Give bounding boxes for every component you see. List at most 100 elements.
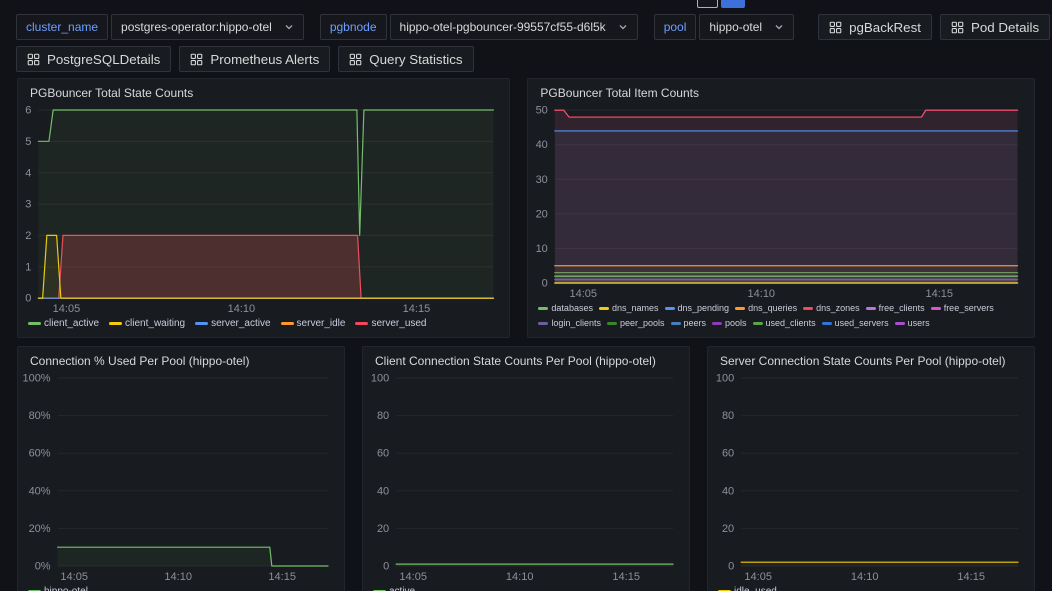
x-axis-tick-label: 14:15	[612, 571, 640, 583]
series-fill-pools	[555, 279, 1018, 284]
legend-item-server_idle[interactable]: server_idle	[280, 317, 345, 330]
y-axis-tick-label: 80%	[29, 410, 51, 422]
x-axis-tick-label: 14:10	[164, 571, 192, 583]
legend-item-dns_queries[interactable]: dns_queries	[735, 302, 797, 315]
y-axis-tick-label: 40	[377, 485, 389, 497]
legend-label: idle_used	[734, 585, 777, 591]
cropped-toolbar-button-blue[interactable]	[721, 0, 745, 8]
series-line-client_waiting	[37, 234, 494, 299]
legend-item-databases[interactable]: databases	[538, 302, 593, 315]
legend-label: dns_pending	[677, 303, 730, 314]
dashboard-link-query-statistics[interactable]: Query Statistics	[338, 46, 474, 72]
legend-color-dash	[735, 307, 746, 311]
legend-item-server_active[interactable]: server_active	[195, 317, 271, 330]
y-axis-tick-label: 100	[716, 373, 734, 385]
panel-title[interactable]: Server Connection State Counts Per Pool …	[720, 354, 1006, 368]
legend-item-dns_names[interactable]: dns_names	[598, 302, 659, 315]
panel-title[interactable]: PGBouncer Total State Counts	[30, 86, 194, 100]
y-axis-tick-label: 40	[722, 485, 734, 497]
legend-item-client_waiting[interactable]: client_waiting	[109, 317, 185, 330]
legend-item-client_active[interactable]: client_active	[28, 317, 99, 330]
legend-item-users[interactable]: users	[894, 317, 930, 330]
legend-color-dash	[195, 322, 209, 326]
legend-color-dash	[894, 322, 905, 326]
variables-row: cluster_name postgres-operator:hippo-ote…	[16, 14, 1051, 40]
dashboard-link-pgbackrest[interactable]: pgBackRest	[818, 14, 932, 40]
y-axis-tick-label: 4	[25, 167, 31, 179]
timeseries-chart-state-counts[interactable]: 0 1 2 3 4 5 6 14:05 14:10 14:15	[22, 102, 505, 316]
panel-title[interactable]: Connection % Used Per Pool (hippo-otel)	[30, 354, 250, 368]
chart-area: 0 10 20 30 40 50 14:05 14:10 14:15	[528, 100, 1034, 301]
legend-item-active[interactable]: active	[373, 585, 415, 591]
x-axis-tick-label: 14:05	[60, 571, 88, 583]
variable-label: pgbnode	[319, 14, 387, 40]
legend-color-dash	[664, 307, 675, 311]
series-fill-users	[555, 279, 1018, 284]
y-axis-tick-label: 0	[25, 293, 31, 305]
y-axis-tick-label: 5	[25, 136, 31, 148]
apps-grid-icon	[951, 21, 964, 33]
x-axis-tick-label: 14:15	[268, 571, 296, 583]
legend-item-used_servers[interactable]: used_servers	[821, 317, 889, 330]
y-axis-tick-label: 20	[722, 523, 734, 535]
dashboard-link-prometheus-alerts[interactable]: Prometheus Alerts	[179, 46, 331, 72]
legend-color-dash	[606, 322, 617, 326]
legend-label: dns_zones	[816, 303, 860, 314]
legend-item-hippo-otel[interactable]: hippo-otel	[28, 585, 88, 591]
legend-item-free_clients[interactable]: free_clients	[865, 302, 925, 315]
legend-color-dash	[598, 307, 609, 311]
variable-value-dropdown[interactable]: postgres-operator:hippo-otel	[111, 14, 304, 40]
timeseries-chart-item-counts[interactable]: 0 10 20 30 40 50 14:05 14:10 14:15	[532, 102, 1030, 301]
link-label: pgBackRest	[849, 19, 921, 35]
y-axis-tick-label: 20	[377, 523, 389, 535]
series-fill-dns_queries	[555, 265, 1018, 284]
variable-value-text: postgres-operator:hippo-otel	[121, 20, 272, 34]
cropped-toolbar-button[interactable]	[697, 0, 718, 8]
legend-item-idle_used[interactable]: idle_used	[718, 585, 777, 591]
links-row: PostgreSQLDetails Prometheus Alerts Quer…	[16, 46, 1036, 72]
x-axis-tick-label: 14:10	[228, 303, 256, 315]
variable-pgbnode: pgbnode hippo-otel-pgbouncer-99557cf55-d…	[319, 14, 638, 40]
variable-cluster-name: cluster_name postgres-operator:hippo-ote…	[16, 14, 304, 40]
legend-label: used_clients	[765, 318, 816, 329]
legend-item-pools[interactable]: pools	[712, 317, 747, 330]
legend-item-login_clients[interactable]: login_clients	[538, 317, 601, 330]
y-axis-tick-label: 40%	[29, 485, 51, 497]
legend-color-dash	[821, 322, 832, 326]
legend-color-dash	[670, 322, 681, 326]
dashboard-link-postgresqldetails[interactable]: PostgreSQLDetails	[16, 46, 172, 72]
legend-color-dash	[712, 322, 723, 326]
x-axis-tick-label: 14:10	[506, 571, 534, 583]
panel-title[interactable]: Client Connection State Counts Per Pool …	[375, 354, 656, 368]
chart-legend: databases dns_names dns_pending dns_queries…	[528, 301, 1034, 337]
series-line-dns_zones	[554, 109, 1019, 118]
legend-item-dns_pending[interactable]: dns_pending	[664, 302, 730, 315]
legend-item-server_used[interactable]: server_used	[355, 317, 427, 330]
legend-color-dash	[865, 307, 876, 311]
variable-value-dropdown[interactable]: hippo-otel	[699, 14, 795, 40]
legend-item-free_servers[interactable]: free_servers	[930, 302, 994, 315]
legend-item-peers[interactable]: peers	[670, 317, 707, 330]
legend-color-dash	[280, 322, 294, 326]
legend-label: peers	[683, 318, 707, 329]
chart-legend: client_active client_waiting server_active…	[18, 316, 509, 337]
panel-connection-pct-used-per-pool: Connection % Used Per Pool (hippo-otel) …	[17, 346, 345, 591]
variable-value-dropdown[interactable]: hippo-otel-pgbouncer-99557cf55-d6l5k	[389, 14, 638, 40]
legend-item-peer_pools[interactable]: peer_pools	[606, 317, 665, 330]
chevron-down-icon	[619, 25, 627, 30]
timeseries-chart-connection-pct[interactable]: 0% 20% 40% 60% 80% 100% 14:05 14:10 14:15	[22, 370, 340, 584]
series-fill-free_clients	[555, 110, 1018, 284]
legend-item-used_clients[interactable]: used_clients	[752, 317, 816, 330]
timeseries-chart-server-states[interactable]: 0 20 40 60 80 100 14:05 14:10 14:15	[712, 370, 1030, 584]
series-fill-server_used	[38, 235, 494, 299]
legend-color-dash	[538, 307, 549, 311]
dashboard-link-pod-details[interactable]: Pod Details	[939, 14, 1051, 40]
y-axis-tick-label: 10	[536, 243, 548, 255]
series-fill-client_active	[38, 110, 494, 299]
y-axis-tick-label: 20%	[29, 523, 51, 535]
legend-label: used_servers	[834, 318, 889, 329]
timeseries-chart-client-states[interactable]: 0 20 40 60 80 100 14:05 14:10 14:15	[367, 370, 685, 584]
panel-title[interactable]: PGBouncer Total Item Counts	[540, 86, 699, 100]
legend-item-dns_zones[interactable]: dns_zones	[803, 302, 860, 315]
link-label: Prometheus Alerts	[210, 51, 320, 67]
